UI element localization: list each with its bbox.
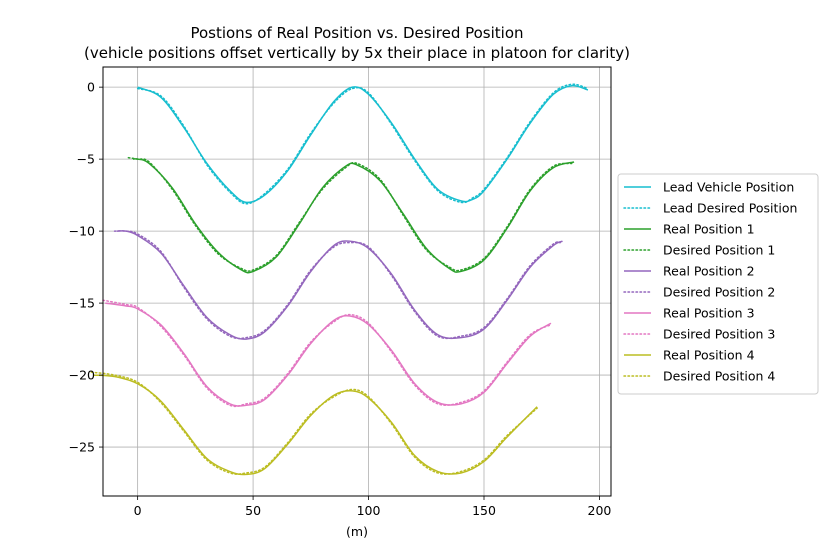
y-tick-label: −10	[69, 224, 95, 239]
x-tick-label: 150	[472, 503, 496, 518]
x-axis-label: (m)	[346, 524, 368, 539]
x-tick-label: 50	[245, 503, 261, 518]
y-tick-label: −5	[77, 152, 95, 167]
y-tick-label: −15	[69, 296, 95, 311]
legend: Lead Vehicle Position Lead Desired Positi…	[617, 173, 819, 395]
ticks: 0 50 100 150 200 0 −5 −10 −15 −20 −25	[69, 80, 612, 518]
series-line-1	[137, 84, 589, 204]
series-line-10	[90, 371, 538, 475]
legend-label: Desired Position 4	[663, 369, 775, 384]
legend-box	[617, 173, 819, 395]
series-line-3	[132, 158, 575, 274]
legend-label: Real Position 2	[663, 264, 755, 279]
legend-label: Real Position 4	[663, 348, 755, 363]
legend-label: Real Position 1	[663, 222, 755, 237]
series-line-8	[102, 299, 552, 408]
plot-area	[102, 66, 612, 497]
chart-title: Postions of Real Position vs. Desired Po…	[190, 24, 523, 42]
y-tick-label: −25	[69, 440, 95, 455]
legend-label: Desired Position 3	[663, 327, 775, 342]
legend-label: Desired Position 2	[663, 285, 775, 300]
series-line-5	[116, 230, 563, 340]
chart-subtitle: (vehicle positions offset vertically by …	[84, 44, 630, 62]
grid	[103, 67, 611, 496]
legend-label: Lead Vehicle Position	[663, 180, 794, 195]
legend-label: Desired Position 1	[663, 243, 775, 258]
x-tick-label: 200	[588, 503, 612, 518]
series-line-6	[113, 230, 561, 340]
series-layer	[90, 83, 589, 476]
series-line-2	[136, 83, 589, 205]
series-line-9	[93, 374, 538, 476]
x-tick-label: 0	[134, 503, 142, 518]
legend-label: Lead Desired Position	[663, 201, 797, 216]
legend-label: Real Position 3	[663, 306, 755, 321]
series-line-4	[127, 156, 573, 272]
y-tick-label: 0	[87, 80, 95, 95]
x-tick-label: 100	[357, 503, 381, 518]
y-tick-label: −20	[69, 368, 95, 383]
